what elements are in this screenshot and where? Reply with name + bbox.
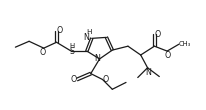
Text: N: N [144, 68, 150, 77]
Text: N: N [83, 33, 89, 42]
Text: O: O [163, 51, 170, 60]
Text: H: H [86, 29, 91, 35]
Text: S: S [69, 47, 74, 56]
Text: O: O [102, 75, 109, 84]
Text: O: O [70, 75, 76, 84]
Text: N: N [94, 54, 99, 63]
Text: H: H [69, 43, 74, 49]
Text: O: O [40, 48, 46, 57]
Text: CH₃: CH₃ [177, 41, 190, 47]
Text: O: O [57, 26, 63, 35]
Text: O: O [153, 30, 160, 38]
